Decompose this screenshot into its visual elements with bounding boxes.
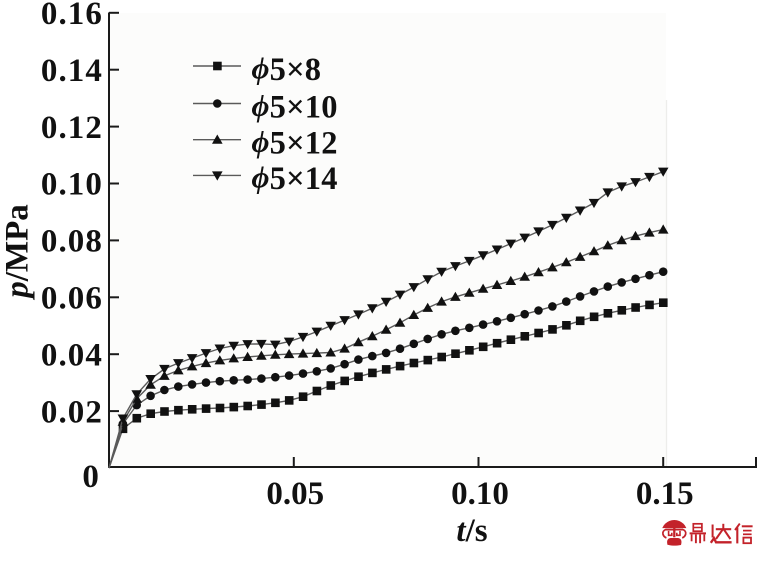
svg-text:0.16: 0.16 bbox=[41, 0, 103, 32]
svg-text:0.04: 0.04 bbox=[41, 337, 103, 373]
svg-text:ϕ5×8: ϕ5×8 bbox=[252, 50, 322, 88]
svg-text:ϕ5×14: ϕ5×14 bbox=[252, 160, 338, 198]
svg-text:0.14: 0.14 bbox=[41, 53, 103, 89]
svg-text:0.10: 0.10 bbox=[41, 167, 103, 203]
svg-text:0.12: 0.12 bbox=[41, 110, 103, 146]
svg-text:p/MPa: p/MPa bbox=[0, 204, 36, 300]
svg-text:0.02: 0.02 bbox=[41, 394, 103, 430]
svg-text:0.08: 0.08 bbox=[41, 224, 103, 260]
svg-text:0: 0 bbox=[82, 459, 100, 495]
svg-text:0.15: 0.15 bbox=[636, 476, 694, 512]
svg-text:0.10: 0.10 bbox=[451, 476, 509, 512]
svg-text:0.05: 0.05 bbox=[266, 476, 324, 512]
svg-text:ϕ5×12: ϕ5×12 bbox=[252, 124, 338, 162]
svg-text:0.06: 0.06 bbox=[41, 281, 103, 317]
svg-text:ϕ5×10: ϕ5×10 bbox=[252, 88, 338, 126]
svg-text:t/s: t/s bbox=[456, 513, 487, 549]
